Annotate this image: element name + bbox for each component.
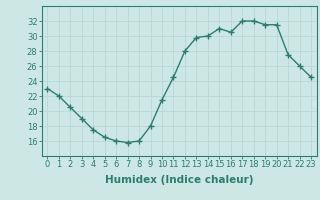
X-axis label: Humidex (Indice chaleur): Humidex (Indice chaleur)	[105, 175, 253, 185]
